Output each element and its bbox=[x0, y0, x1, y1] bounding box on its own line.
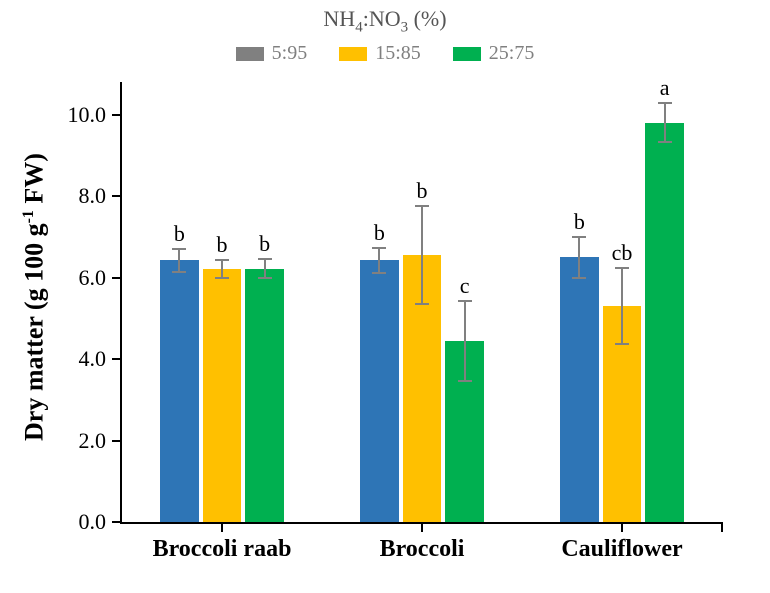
error-cap bbox=[615, 267, 629, 269]
y-tick-label: 8.0 bbox=[79, 183, 123, 209]
x-category-label: Broccoli bbox=[380, 522, 465, 563]
y-axis-label: Dry matter (g 100 g-1 FW) bbox=[20, 153, 50, 441]
error-cap bbox=[658, 102, 672, 104]
error-cap bbox=[258, 277, 272, 279]
error-cap bbox=[615, 343, 629, 345]
error-bar bbox=[378, 248, 380, 272]
x-tick bbox=[721, 522, 723, 532]
significance-letter: a bbox=[660, 75, 670, 101]
legend-item: 15:85 bbox=[339, 42, 421, 65]
y-tick-label: 6.0 bbox=[79, 265, 123, 291]
error-cap bbox=[415, 205, 429, 207]
title-mid: :NO bbox=[363, 6, 401, 31]
significance-letter: b bbox=[374, 220, 385, 246]
legend-swatch bbox=[236, 47, 264, 61]
error-cap bbox=[172, 248, 186, 250]
error-bar bbox=[578, 237, 580, 278]
y-tick-label: 10.0 bbox=[68, 102, 123, 128]
significance-letter: cb bbox=[612, 240, 633, 266]
legend-label: 25:75 bbox=[489, 42, 535, 65]
y-label-sup: -1 bbox=[20, 210, 37, 223]
title-sub1: 4 bbox=[355, 19, 363, 35]
x-category-label: Broccoli raab bbox=[153, 522, 292, 563]
error-cap bbox=[258, 258, 272, 260]
y-tick-label: 2.0 bbox=[79, 428, 123, 454]
bar bbox=[160, 260, 199, 522]
title-suffix: (%) bbox=[408, 6, 446, 31]
y-label-a: Dry matter (g 100 g bbox=[20, 223, 49, 441]
error-cap bbox=[372, 272, 386, 274]
significance-letter: b bbox=[574, 209, 585, 235]
y-label-b: FW) bbox=[20, 153, 49, 210]
error-bar bbox=[464, 301, 466, 381]
error-cap bbox=[215, 259, 229, 261]
error-cap bbox=[215, 277, 229, 279]
error-bar bbox=[221, 260, 223, 278]
bar bbox=[360, 260, 399, 522]
error-bar bbox=[178, 249, 180, 272]
error-cap bbox=[172, 271, 186, 273]
bar bbox=[560, 257, 599, 522]
legend: 5:95 15:85 25:75 bbox=[0, 42, 770, 67]
error-bar bbox=[421, 206, 423, 304]
error-bar bbox=[264, 259, 266, 279]
error-bar bbox=[621, 268, 623, 345]
error-bar bbox=[664, 103, 666, 142]
bar bbox=[645, 123, 684, 522]
bar bbox=[203, 269, 242, 522]
y-tick-label: 0.0 bbox=[79, 509, 123, 535]
error-cap bbox=[415, 303, 429, 305]
chart-title: NH4:NO3 (%) bbox=[0, 6, 770, 36]
legend-swatch bbox=[453, 47, 481, 61]
significance-letter: b bbox=[417, 178, 428, 204]
legend-swatch bbox=[339, 47, 367, 61]
legend-item: 5:95 bbox=[236, 42, 308, 65]
error-cap bbox=[458, 380, 472, 382]
y-tick-label: 4.0 bbox=[79, 346, 123, 372]
error-cap bbox=[372, 247, 386, 249]
significance-letter: b bbox=[259, 231, 270, 257]
plot-area: 0.02.04.06.08.010.0Broccoli raabbbbBrocc… bbox=[120, 82, 722, 524]
bar-chart: NH4:NO3 (%) 5:95 15:85 25:75 Dry matter (g… bbox=[0, 0, 770, 593]
x-category-label: Cauliflower bbox=[561, 522, 682, 563]
error-cap bbox=[658, 141, 672, 143]
legend-label: 15:85 bbox=[375, 42, 421, 65]
legend-item: 25:75 bbox=[453, 42, 535, 65]
title-prefix: NH bbox=[323, 6, 355, 31]
significance-letter: b bbox=[217, 232, 228, 258]
error-cap bbox=[458, 300, 472, 302]
legend-label: 5:95 bbox=[272, 42, 308, 65]
error-cap bbox=[572, 277, 586, 279]
significance-letter: c bbox=[460, 273, 470, 299]
title-sub2: 3 bbox=[401, 19, 409, 35]
significance-letter: b bbox=[174, 221, 185, 247]
bar bbox=[245, 269, 284, 522]
error-cap bbox=[572, 236, 586, 238]
